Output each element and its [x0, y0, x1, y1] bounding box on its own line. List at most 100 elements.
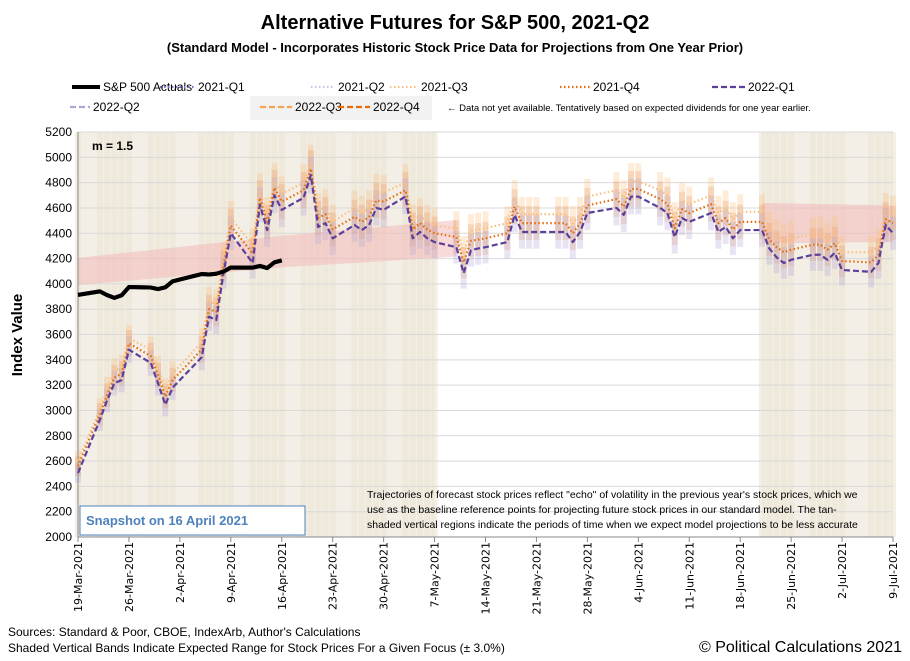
plot-area: 2000 2200 2400 2600 2800 3000 3200 3400 3600 3800… — [45, 125, 900, 614]
range-bar — [125, 324, 132, 352]
range-bar — [358, 204, 365, 239]
range-bar — [307, 150, 314, 188]
range-bar — [722, 190, 729, 226]
x-tick-label: 26-Mar-2021 — [123, 542, 136, 612]
range-bar — [729, 212, 736, 247]
y-tick-label: 2000 — [45, 530, 72, 544]
note-line-3: shaded vertical regions indicate the per… — [367, 519, 858, 531]
y-tick-label: 3600 — [45, 328, 72, 342]
series-line-sp500-actuals — [77, 258, 283, 300]
x-tick-label: 11-Jun-2021 — [683, 542, 696, 610]
range-bar — [198, 328, 205, 356]
range-bar — [300, 172, 307, 209]
range-bar — [817, 228, 824, 262]
bands-note: Shaded Vertical Bands Indicate Expected … — [8, 641, 505, 655]
range-bar — [562, 215, 569, 249]
series-line-2022-q1 — [76, 173, 894, 474]
x-tick-label: 19-Mar-2021 — [72, 542, 85, 612]
range-bar — [817, 216, 824, 250]
y-tick-label: 4000 — [45, 277, 72, 291]
range-bar — [227, 208, 234, 243]
range-bar — [708, 177, 715, 214]
copyright: © Political Calculations 2021 — [699, 639, 902, 656]
sources-text: Sources: Standard & Poor, CBOE, IndexArb… — [8, 625, 360, 639]
range-bar — [460, 257, 467, 289]
range-bar — [766, 223, 773, 257]
range-bar — [868, 246, 875, 279]
range-bar — [533, 196, 540, 232]
x-tick-label: 7-May-2021 — [429, 542, 442, 607]
range-bar — [511, 197, 518, 233]
range-bar — [162, 378, 169, 403]
range-bar — [809, 238, 816, 271]
y-tick-label: 2600 — [45, 454, 72, 468]
snapshot-label: Snapshot on 16 April 2021 — [86, 513, 248, 528]
range-bar — [628, 170, 635, 207]
range-bar — [475, 212, 482, 247]
range-bar — [162, 393, 169, 417]
x-tick-label: 2-Apr-2021 — [174, 542, 187, 603]
range-bar — [366, 208, 373, 242]
range-bar — [351, 199, 358, 234]
range-bar — [409, 204, 416, 239]
range-bar — [635, 170, 642, 207]
note-line-1: Trajectories of forecast stock prices re… — [367, 489, 858, 501]
range-bar — [104, 388, 111, 413]
legend-label: 2022-Q3 — [295, 100, 342, 114]
range-bar — [351, 190, 358, 226]
note-line-2: use as the baseline reference points for… — [367, 504, 837, 516]
range-bar — [125, 329, 132, 357]
range-bar — [584, 187, 591, 223]
range-bar — [402, 172, 409, 209]
range-bar — [300, 180, 307, 216]
range-bar — [380, 192, 387, 228]
range-bar — [453, 220, 460, 254]
range-bar — [220, 250, 227, 282]
x-tick-label: 16-Apr-2021 — [276, 542, 289, 610]
m-label: m = 1.5 — [92, 139, 133, 153]
y-tick-label: 4600 — [45, 201, 72, 215]
range-bar — [504, 216, 511, 250]
range-bar — [518, 215, 525, 249]
expected-range-band — [762, 202, 893, 244]
x-tick-label: 25-Jun-2021 — [785, 542, 798, 610]
expected-range-band — [78, 219, 457, 286]
range-bar — [111, 365, 118, 390]
range-bar — [220, 242, 227, 275]
range-bar — [329, 204, 336, 239]
y-tick-label: 5000 — [45, 150, 72, 164]
range-bar — [664, 186, 671, 222]
legend-label: 2021-Q3 — [421, 80, 468, 94]
range-bar — [555, 206, 562, 241]
range-bar — [249, 237, 256, 270]
range-bar — [518, 206, 525, 241]
range-bar — [227, 216, 234, 250]
range-bar — [453, 230, 460, 264]
y-tick-label: 2200 — [45, 505, 72, 519]
range-bar — [169, 375, 176, 400]
range-bar — [722, 210, 729, 244]
x-tick-label: 28-May-2021 — [581, 542, 594, 614]
range-bar — [256, 180, 263, 216]
range-bar — [482, 221, 489, 255]
range-bar — [271, 169, 278, 206]
x-tick-label: 30-Apr-2021 — [378, 542, 391, 610]
x-tick-label: 14-May-2021 — [480, 542, 493, 614]
range-bar — [584, 195, 591, 231]
range-bar — [533, 206, 540, 241]
range-bar — [278, 183, 285, 220]
legend-label: 2021-Q1 — [198, 80, 245, 94]
range-bar — [831, 236, 838, 269]
range-bar — [358, 213, 365, 247]
snapshot-box — [79, 505, 306, 536]
range-bar — [809, 228, 816, 262]
y-tick-label: 3800 — [45, 302, 72, 316]
range-bar — [431, 208, 438, 243]
range-bar — [380, 174, 387, 211]
range-bar — [868, 236, 875, 269]
range-bar — [678, 182, 685, 219]
range-bar — [526, 206, 533, 241]
range-bar — [249, 228, 256, 262]
y-tick-label: 3400 — [45, 353, 72, 367]
range-bar — [839, 236, 846, 269]
